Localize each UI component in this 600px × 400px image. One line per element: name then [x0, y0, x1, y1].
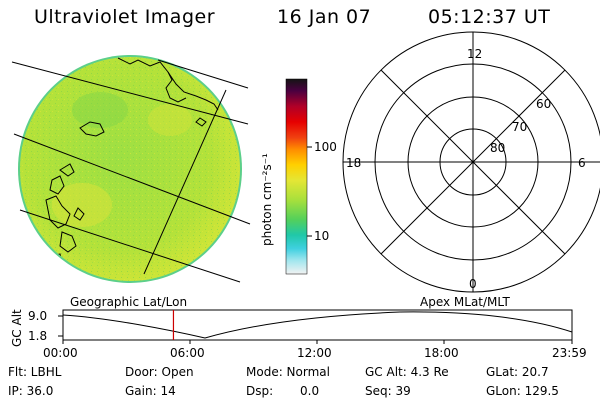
mlt-0-label: 0 — [469, 277, 477, 291]
gc-alt-axis-label: GC Alt — [10, 309, 24, 347]
color-scale-bar — [285, 78, 312, 275]
seq-info: Seq: 39 — [365, 384, 411, 398]
xtick-2359: 23:59 — [552, 346, 587, 360]
lat-70-label: 70 — [512, 120, 528, 134]
mlt-18-label: 18 — [346, 156, 362, 170]
mode-info: Mode: Normal — [246, 365, 330, 379]
dsp-label: Dsp: — [246, 384, 274, 398]
ytick-bottom: 1.8 — [28, 329, 48, 343]
xtick-0000: 00:00 — [43, 346, 78, 360]
xtick-1800: 18:00 — [424, 346, 459, 360]
observation-date: 16 Jan 07 — [277, 6, 372, 28]
glat-info: GLat: 20.7 — [486, 365, 549, 379]
observation-time: 05:12:37 UT — [428, 6, 551, 28]
xtick-1200: 12:00 — [297, 346, 332, 360]
mlt-6-label: 6 — [578, 156, 586, 170]
dsp-value: 0.0 — [300, 384, 320, 398]
colorbar-tick-10: 10 — [314, 229, 330, 243]
door-info: Door: Open — [125, 365, 194, 379]
mlt-12-label: 12 — [467, 47, 483, 61]
colorbar-tick-100: 100 — [314, 140, 337, 154]
instrument-title: Ultraviolet Imager — [34, 6, 216, 28]
lat-60-label: 60 — [536, 97, 552, 111]
earth-uv-image-icon — [11, 55, 251, 283]
gc-alt-info: GC Alt: 4.3 Re — [365, 365, 449, 379]
filter-info: Flt: LBHL — [8, 365, 62, 379]
glon-info: GLon: 129.5 — [486, 384, 559, 398]
colorbar-unit-label: photon cm⁻²s⁻¹ — [260, 153, 274, 246]
gain-info: Gain: 14 — [125, 384, 176, 398]
ytick-top: 9.0 — [28, 309, 48, 323]
polar-grid-icon — [342, 31, 600, 293]
altitude-timeline-plot — [58, 309, 573, 344]
xtick-0600: 06:00 — [170, 346, 205, 360]
apex-label: Apex MLat/MLT — [420, 295, 510, 309]
ip-info: IP: 36.0 — [8, 384, 54, 398]
lat-80-label: 80 — [490, 141, 506, 155]
geographic-label: Geographic Lat/Lon — [70, 295, 188, 309]
